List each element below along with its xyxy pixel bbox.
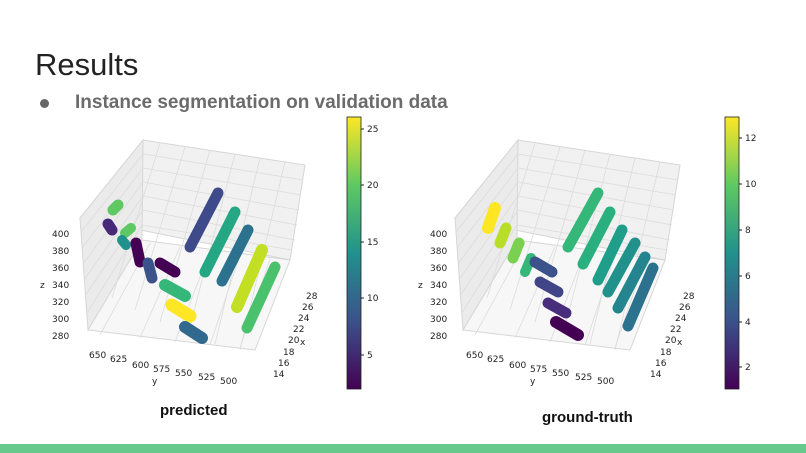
colorbar-left: 25 20 15 10 5 [346,116,379,390]
y-axis-label: y [530,377,536,387]
x-tick: 18 [283,348,295,358]
z-tick: 280 [52,332,69,342]
x-tick: 16 [278,359,290,369]
bullet-dot-icon [40,98,49,108]
colorbar-tick: 2 [745,363,751,373]
x-tick: 26 [302,303,314,313]
z-tick: 400 [52,230,69,240]
x-tick: 24 [298,314,310,324]
z-tick: 380 [430,247,447,257]
z-tick: 360 [430,264,447,274]
x-tick: 26 [679,303,691,313]
y-tick: 625 [110,355,127,365]
colorbar-tick: 8 [745,226,751,236]
x-tick: 20 [665,336,677,346]
bullet-item: Instance segmentation on validation data [40,90,448,116]
y-tick: 650 [466,351,483,361]
y-tick: 650 [89,351,106,361]
y-tick: 525 [575,373,592,383]
z-tick: 380 [52,247,69,257]
slide-title: Results [35,47,139,82]
z-tick: 300 [430,315,447,325]
z-tick-labels-right: 400 380 360 340 320 300 280 z [418,230,447,342]
x-tick: 28 [683,292,695,302]
z-axis-label: z [40,281,45,291]
colorbar-tick: 10 [367,294,379,304]
y-tick: 600 [509,361,526,371]
y-tick: 625 [487,355,504,365]
y-tick: 575 [153,365,170,375]
x-tick: 28 [306,292,318,302]
colorbar-gradient [724,116,740,390]
x-tick: 22 [670,325,681,335]
z-tick: 340 [52,281,69,291]
x-tick: 20 [288,336,300,346]
colorbar-tick: 25 [367,125,378,135]
y-tick: 600 [132,361,149,371]
y-tick: 550 [175,369,192,379]
colorbar-tick: 15 [367,238,378,248]
z-tick: 320 [52,298,69,308]
colorbar-tick: 5 [367,351,373,361]
x-axis-label: x [677,338,683,348]
z-tick: 400 [430,230,447,240]
z-tick: 320 [430,298,447,308]
plot-ground-truth: 400 380 360 340 320 300 280 z 650 625 60… [418,116,757,390]
x-axis-label: x [300,338,306,348]
x-tick: 14 [273,370,285,380]
y-tick-labels-left: 650 625 600 575 550 525 500 y [89,351,237,387]
colorbar-tick: 12 [745,134,756,144]
x-tick-labels-right: 28 26 24 22 20 18 16 14 x [650,292,695,380]
colorbar-tick: 20 [367,181,379,191]
x-tick: 24 [675,314,687,324]
x-tick: 14 [650,370,662,380]
x-tick: 22 [293,325,304,335]
z-tick-labels-left: 400 380 360 340 320 300 280 z [40,230,69,342]
z-tick: 300 [52,315,69,325]
y-tick: 500 [220,377,237,387]
y-tick: 525 [198,373,215,383]
y-tick: 500 [597,377,614,387]
z-tick: 280 [430,332,447,342]
y-tick: 550 [552,369,569,379]
z-tick: 360 [52,264,69,274]
colorbar-tick: 10 [745,180,757,190]
caption-predicted: predicted [160,402,228,419]
plot-predicted: 400 380 360 340 320 300 280 z 650 625 60… [40,116,379,390]
point-clusters-left [102,187,281,344]
x-tick-labels-left: 28 26 24 22 20 18 16 14 x [273,292,318,380]
y-tick: 575 [530,365,547,375]
colorbar-tick: 4 [745,318,751,328]
point-clusters-right [482,187,659,341]
x-tick: 18 [660,348,672,358]
y-tick-labels-right: 650 625 600 575 550 525 500 y [466,351,614,387]
bullet-text: Instance segmentation on validation data [75,92,448,113]
colorbar-right: 12 10 8 6 4 2 [724,116,757,390]
x-tick: 16 [655,359,667,369]
z-tick: 340 [430,281,447,291]
colorbar-gradient [346,116,362,390]
y-axis-label: y [152,377,158,387]
colorbar-tick: 6 [745,272,751,282]
footer-bar [0,444,806,453]
caption-ground-truth: ground-truth [542,409,633,426]
z-axis-label: z [418,281,423,291]
